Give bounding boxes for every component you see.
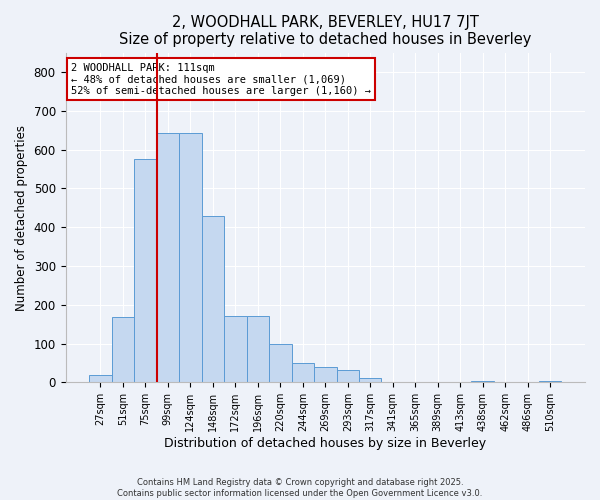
Title: 2, WOODHALL PARK, BEVERLEY, HU17 7JT
Size of property relative to detached house: 2, WOODHALL PARK, BEVERLEY, HU17 7JT Siz… (119, 15, 532, 48)
Bar (269, 344, 292, 382)
Y-axis label: Number of detached properties: Number of detached properties (15, 124, 28, 310)
Text: 2 WOODHALL PARK: 111sqm
← 48% of detached houses are smaller (1,069)
52% of semi: 2 WOODHALL PARK: 111sqm ← 48% of detache… (71, 62, 371, 96)
Bar (472, 381, 494, 382)
Bar (112, 317, 134, 382)
Text: Contains HM Land Registry data © Crown copyright and database right 2025.
Contai: Contains HM Land Registry data © Crown c… (118, 478, 482, 498)
Bar (247, 316, 269, 382)
Bar (539, 381, 562, 382)
Bar (89, 376, 112, 382)
Bar (337, 370, 359, 382)
Bar (292, 363, 314, 382)
X-axis label: Distribution of detached houses by size in Beverley: Distribution of detached houses by size … (164, 437, 487, 450)
Bar (314, 367, 337, 382)
Bar (179, 133, 202, 382)
Bar (134, 160, 157, 382)
Bar (359, 378, 382, 382)
Bar (157, 133, 179, 382)
Bar (224, 316, 247, 382)
Bar (202, 216, 224, 382)
